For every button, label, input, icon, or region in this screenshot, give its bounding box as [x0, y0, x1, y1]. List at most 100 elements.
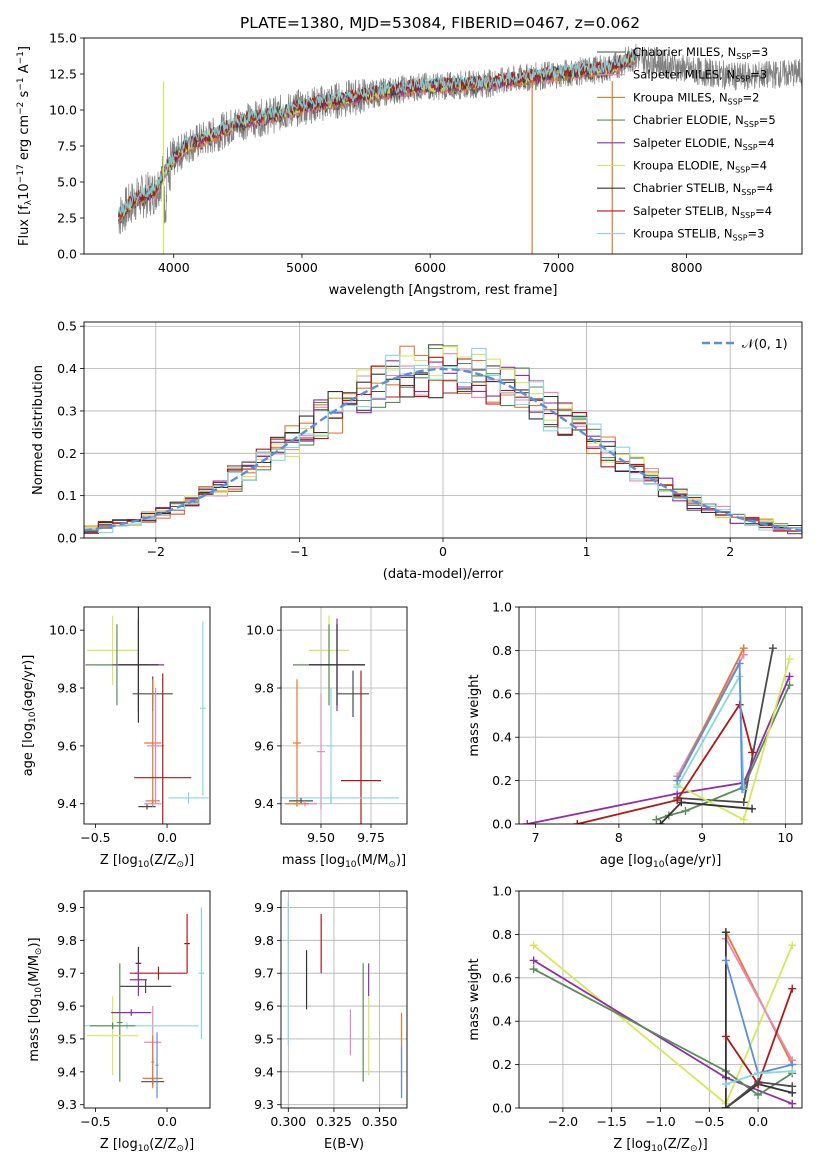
y-tick-label: 10.0	[49, 103, 77, 118]
y-tick-label: 0.0	[57, 531, 77, 546]
x-axis-label: (data-model)/error	[383, 567, 504, 582]
y-axis-label: Normed distribution	[31, 365, 46, 495]
weight-point-marker	[788, 1099, 797, 1108]
weight-point-marker	[768, 644, 777, 653]
weight-point-marker	[739, 798, 748, 807]
weight-point-marker	[785, 681, 794, 690]
weight-point-marker	[529, 956, 538, 965]
x-tick-label: 0.350	[362, 1114, 398, 1129]
weight-point-marker	[738, 785, 747, 794]
y-tick-label: 9.7	[254, 966, 274, 981]
y-tick-label: 9.6	[254, 738, 274, 753]
x-tick-label: 0.325	[316, 1114, 352, 1129]
y-tick-label: 0.5	[57, 319, 77, 334]
weight-plot	[523, 644, 794, 824]
errorbar-point	[86, 615, 139, 686]
axes-residuals: −2 −1 0 1 2 0.0 0.1 0.2 0.3 0.4 0.5	[57, 319, 802, 559]
x-tick-label: 8000	[671, 260, 703, 275]
y-tick-label: 9.4	[57, 1064, 77, 1079]
weight-point-marker	[788, 941, 797, 950]
legend-entry: Salpeter STELIB, NSSP=4	[633, 204, 772, 220]
legend-entry: Chabrier ELODIE, NSSP=5	[633, 113, 776, 129]
spectrum-legend: Chabrier MILES, NSSP=3 Salpeter MILES, NS…	[597, 45, 776, 243]
y-tick-label: 1.0	[492, 884, 512, 899]
y-axis-label: Flux [fλ10−17 erg cm−2 s−1 A−1]	[16, 46, 34, 246]
y-tick-label: 9.7	[57, 966, 77, 981]
x-axis-label: E(B-V)	[324, 1137, 364, 1152]
y-axis-label: mass [log10(M/M⊙)]	[27, 937, 44, 1061]
y-axis-label: mass weight	[467, 674, 482, 756]
weight-point-marker	[681, 806, 690, 815]
legend-entry: Chabrier STELIB, NSSP=4	[633, 181, 773, 197]
axes-age-vs-mass: 9.50 9.75 9.4 9.6 9.8 10.0	[246, 607, 407, 845]
x-axis-label: Z [log10(Z/Z⊙)]	[100, 853, 194, 870]
axes-frame	[83, 606, 211, 825]
x-tick-label: 9.75	[357, 830, 385, 845]
weight-series-line	[527, 676, 791, 824]
y-tick-label: 7.5	[57, 139, 77, 154]
weight-point-marker	[788, 1067, 797, 1076]
model-fit-line	[118, 47, 636, 217]
weight-point-marker	[748, 748, 757, 757]
axes-frame	[518, 606, 803, 825]
errorbar-point	[134, 673, 192, 824]
y-tick-label: 9.8	[57, 681, 77, 696]
errorbar-point	[309, 624, 365, 706]
weight-point-marker	[721, 1080, 730, 1089]
errorbar-plot	[85, 607, 209, 824]
histogram-step-line	[84, 347, 802, 535]
legend-entry: Kroupa STELIB, NSSP=3	[633, 227, 764, 243]
figure-title: PLATE=1380, MJD=53084, FIBERID=0467, z=0…	[240, 14, 640, 32]
y-tick-label: 0.2	[57, 446, 77, 461]
normal-curve	[84, 367, 802, 532]
weight-point-marker	[652, 815, 661, 824]
errorbar-point	[118, 607, 159, 723]
axes-mass-vs-Z: −0.5 0.0 9.3 9.4 9.5 9.6 9.7 9.8 9.9	[57, 900, 177, 1129]
axes-frame	[280, 890, 408, 1109]
x-tick-label: 0.0	[157, 830, 177, 845]
weight-point-marker	[673, 796, 682, 805]
y-tick-label: 0.0	[492, 1101, 512, 1116]
errorbar-point	[341, 670, 381, 824]
errorbar-point	[151, 1035, 155, 1089]
weight-point-marker	[735, 659, 744, 668]
y-tick-label: 0.8	[492, 643, 512, 658]
y-tick-label: 9.3	[57, 1097, 77, 1112]
weight-point-marker	[721, 956, 730, 965]
x-tick-label: 9	[698, 830, 706, 845]
x-tick-label: 7	[532, 830, 540, 845]
histogram-legend: 𝒩(0, 1)	[702, 336, 788, 351]
weight-series-line	[676, 673, 745, 790]
x-tick-label: −0.5	[80, 830, 110, 845]
y-tick-label: 9.9	[57, 900, 77, 915]
weight-point-marker	[573, 820, 582, 824]
weight-point-marker	[785, 655, 794, 664]
y-tick-label: 0.4	[492, 730, 512, 745]
x-tick-label: 6000	[414, 260, 446, 275]
weight-point-marker	[754, 1077, 763, 1086]
legend-entry: Chabrier MILES, NSSP=3	[633, 45, 768, 61]
axes-frame	[518, 890, 803, 1109]
axes-frame	[83, 321, 803, 539]
weight-point-marker	[721, 1032, 730, 1041]
x-tick-label: 5000	[286, 260, 318, 275]
errorbar-point	[119, 979, 172, 993]
x-axis-label: Z [log10(Z/Z⊙)]	[613, 1137, 707, 1154]
x-axis-label: mass [log10(M/M⊙)]	[282, 853, 406, 870]
errorbar-point	[293, 679, 301, 807]
weight-point-marker	[677, 798, 686, 807]
y-tick-label: 0.6	[492, 686, 512, 701]
weight-series-line	[533, 959, 793, 1105]
errorbar-point	[86, 996, 139, 1076]
errorbar-point	[147, 688, 165, 804]
y-tick-label: 9.8	[254, 933, 274, 948]
y-tick-label: 10.0	[246, 623, 274, 638]
axes-frame	[83, 890, 211, 1109]
x-tick-label: −2	[147, 544, 165, 559]
weight-series-line	[533, 944, 794, 1106]
errorbar-point	[111, 1009, 152, 1016]
y-tick-label: 9.6	[57, 738, 77, 753]
y-tick-label: 9.5	[57, 1031, 77, 1046]
y-tick-label: 0.1	[57, 488, 77, 503]
y-tick-label: 0.4	[57, 361, 77, 376]
